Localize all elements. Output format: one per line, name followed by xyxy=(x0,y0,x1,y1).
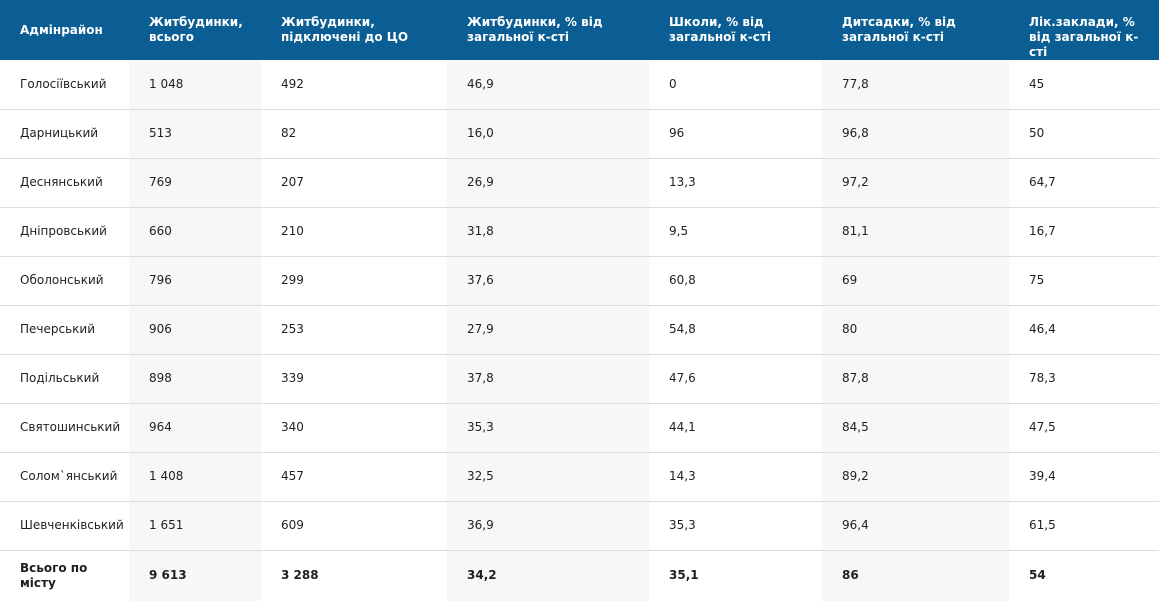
houses-percent: 36,9 xyxy=(447,501,649,551)
table-header: Адмінрайон Житбудинки, всього Житбудинки… xyxy=(0,0,1159,60)
total-medical-percent: 54 xyxy=(1029,568,1046,583)
medical-percent: 75 xyxy=(1009,256,1159,306)
kindergartens-percent: 89,2 xyxy=(822,452,1009,502)
kindergartens-percent: 84,5 xyxy=(822,403,1009,453)
table-row: Оболонський 796 299 37,6 60,8 69 75 xyxy=(0,256,1159,306)
houses-total: 660 xyxy=(129,207,261,257)
header-medical-percent: Лік.заклади, % від загальної к-сті xyxy=(1009,0,1159,60)
total-schools-percent: 35,1 xyxy=(669,568,699,583)
houses-connected: 82 xyxy=(261,109,447,159)
houses-connected: 299 xyxy=(261,256,447,306)
medical-percent: 50 xyxy=(1009,109,1159,159)
total-label: Всього по місту xyxy=(20,560,88,590)
district-name: Голосіївський xyxy=(0,60,129,110)
houses-percent: 27,9 xyxy=(447,305,649,355)
schools-percent: 47,6 xyxy=(649,354,822,404)
medical-percent: 47,5 xyxy=(1009,403,1159,453)
district-name: Дніпровський xyxy=(0,207,129,257)
schools-percent: 60,8 xyxy=(649,256,822,306)
table-row: Подільський 898 339 37,8 47,6 87,8 78,3 xyxy=(0,354,1159,404)
houses-percent: 32,5 xyxy=(447,452,649,502)
table-row: Солом`янський 1 408 457 32,5 14,3 89,2 3… xyxy=(0,452,1159,502)
table-row: Дніпровський 660 210 31,8 9,5 81,1 16,7 xyxy=(0,207,1159,257)
header-row: Адмінрайон Житбудинки, всього Житбудинки… xyxy=(0,0,1159,60)
houses-percent: 37,8 xyxy=(447,354,649,404)
medical-percent: 78,3 xyxy=(1009,354,1159,404)
table-row: Печерський 906 253 27,9 54,8 80 46,4 xyxy=(0,305,1159,355)
schools-percent: 13,3 xyxy=(649,158,822,208)
kindergartens-percent: 80 xyxy=(822,305,1009,355)
houses-total: 1 651 xyxy=(129,501,261,551)
schools-percent: 96 xyxy=(649,109,822,159)
medical-percent: 45 xyxy=(1009,60,1159,110)
total-kindergartens-percent: 86 xyxy=(822,550,1009,601)
houses-connected: 339 xyxy=(261,354,447,404)
schools-percent: 0 xyxy=(649,60,822,110)
table-row: Дарницький 513 82 16,0 96 96,8 50 xyxy=(0,109,1159,159)
houses-connected: 457 xyxy=(261,452,447,502)
district-name: Оболонський xyxy=(0,256,129,306)
district-name: Святошинський xyxy=(0,403,129,453)
table-row: Деснянський 769 207 26,9 13,3 97,2 64,7 xyxy=(0,158,1159,208)
houses-percent: 16,0 xyxy=(447,109,649,159)
table-row: Голосіївський 1 048 492 46,9 0 77,8 45 xyxy=(0,60,1159,110)
houses-total: 898 xyxy=(129,354,261,404)
medical-percent: 61,5 xyxy=(1009,501,1159,551)
district-name: Печерський xyxy=(0,305,129,355)
houses-percent: 37,6 xyxy=(447,256,649,306)
houses-connected: 210 xyxy=(261,207,447,257)
table-row: Шевченківський 1 651 609 36,9 35,3 96,4 … xyxy=(0,501,1159,551)
medical-percent: 16,7 xyxy=(1009,207,1159,257)
total-houses-total: 9 613 xyxy=(129,550,261,601)
kindergartens-percent: 97,2 xyxy=(822,158,1009,208)
header-houses-connected: Житбудинки, підключені до ЦО xyxy=(261,0,447,60)
houses-total: 1 408 xyxy=(129,452,261,502)
header-houses-total: Житбудинки, всього xyxy=(129,0,261,60)
houses-total: 513 xyxy=(129,109,261,159)
houses-percent: 31,8 xyxy=(447,207,649,257)
kindergartens-percent: 96,4 xyxy=(822,501,1009,551)
header-district: Адмінрайон xyxy=(0,0,129,60)
houses-connected: 253 xyxy=(261,305,447,355)
houses-total: 1 048 xyxy=(129,60,261,110)
houses-total: 796 xyxy=(129,256,261,306)
houses-percent: 46,9 xyxy=(447,60,649,110)
medical-percent: 39,4 xyxy=(1009,452,1159,502)
total-houses-connected: 3 288 xyxy=(281,568,319,583)
kindergartens-percent: 87,8 xyxy=(822,354,1009,404)
district-name: Деснянський xyxy=(0,158,129,208)
schools-percent: 44,1 xyxy=(649,403,822,453)
houses-total: 769 xyxy=(129,158,261,208)
district-name: Дарницький xyxy=(0,109,129,159)
medical-percent: 46,4 xyxy=(1009,305,1159,355)
total-houses-percent: 34,2 xyxy=(447,550,649,601)
kindergartens-percent: 81,1 xyxy=(822,207,1009,257)
houses-connected: 492 xyxy=(261,60,447,110)
schools-percent: 54,8 xyxy=(649,305,822,355)
kindergartens-percent: 96,8 xyxy=(822,109,1009,159)
total-row: Всього по місту 9 613 3 288 34,2 35,1 86… xyxy=(0,550,1159,601)
houses-percent: 35,3 xyxy=(447,403,649,453)
kindergartens-percent: 69 xyxy=(822,256,1009,306)
kindergartens-percent: 77,8 xyxy=(822,60,1009,110)
medical-percent: 64,7 xyxy=(1009,158,1159,208)
schools-percent: 35,3 xyxy=(649,501,822,551)
header-schools-percent: Школи, % від загальної к-сті xyxy=(649,0,822,60)
header-kindergartens-percent: Дитсадки, % від загальної к-сті xyxy=(822,0,1009,60)
schools-percent: 9,5 xyxy=(649,207,822,257)
table-body: Голосіївський 1 048 492 46,9 0 77,8 45 Д… xyxy=(0,60,1159,601)
houses-connected: 609 xyxy=(261,501,447,551)
table-row: Святошинський 964 340 35,3 44,1 84,5 47,… xyxy=(0,403,1159,453)
district-name: Солом`янський xyxy=(0,452,129,502)
district-name: Шевченківський xyxy=(0,501,129,551)
houses-connected: 207 xyxy=(261,158,447,208)
houses-connected: 340 xyxy=(261,403,447,453)
schools-percent: 14,3 xyxy=(649,452,822,502)
houses-percent: 26,9 xyxy=(447,158,649,208)
houses-total: 964 xyxy=(129,403,261,453)
houses-total: 906 xyxy=(129,305,261,355)
district-name: Подільський xyxy=(0,354,129,404)
header-houses-percent: Житбудинки, % від загальної к-сті xyxy=(447,0,649,60)
